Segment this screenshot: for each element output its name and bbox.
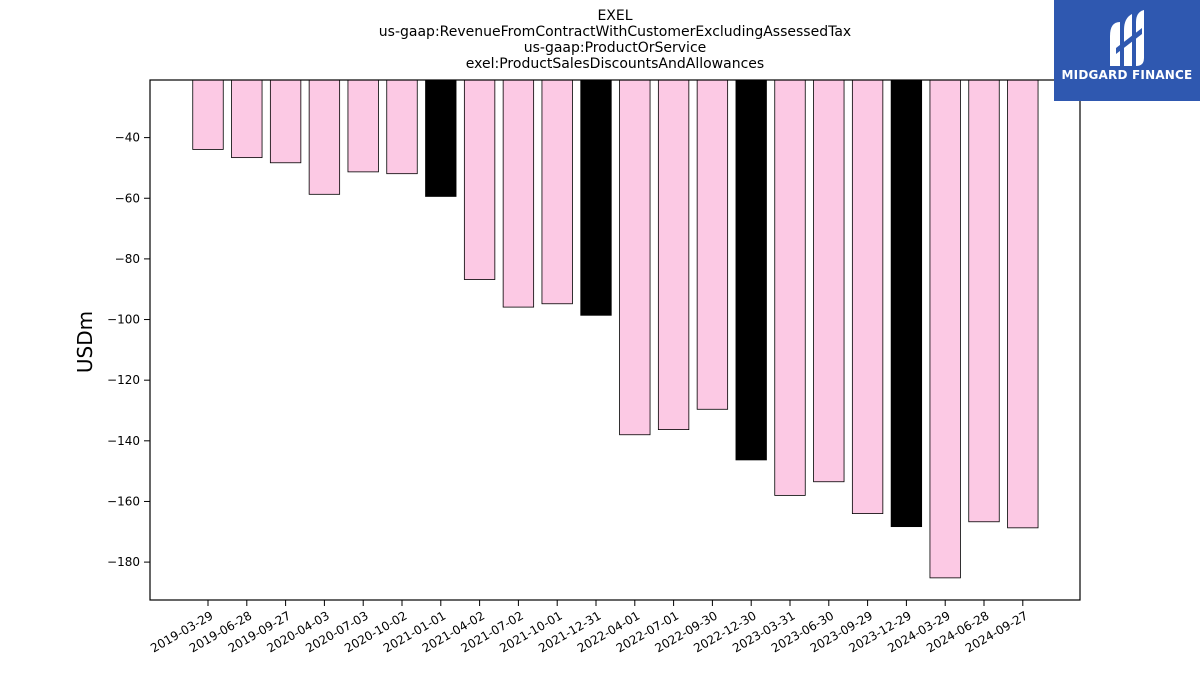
- bar-2021-10-01: [541, 79, 573, 305]
- bar-2021-12-31: [580, 79, 612, 316]
- y-tick-label: −180: [107, 555, 140, 569]
- bar-2021-01-01: [425, 79, 457, 197]
- y-axis-label: USDm: [73, 311, 97, 373]
- chart-title: EXEL us-gaap:RevenueFromContractWithCust…: [379, 8, 851, 72]
- y-tick-label: −120: [107, 373, 140, 387]
- y-tick-label: −160: [107, 494, 140, 508]
- bar-2022-07-01: [657, 79, 690, 430]
- bar-2023-06-30: [813, 79, 845, 483]
- y-tick-label: −80: [115, 252, 140, 266]
- bar-2023-09-29: [851, 79, 884, 514]
- y-tick-label: −100: [107, 313, 140, 327]
- bar-2021-04-02: [463, 79, 496, 280]
- y-tick-label: −60: [115, 191, 140, 205]
- bar-2024-03-29: [929, 79, 961, 579]
- bar-2022-12-30: [735, 79, 767, 461]
- bar-2023-03-31: [774, 79, 806, 496]
- title-line-1: EXEL: [597, 8, 632, 24]
- bar-2019-09-27: [269, 79, 302, 164]
- title-line-4: exel:ProductSalesDiscountsAndAllowances: [466, 56, 764, 72]
- bar-2020-04-03: [308, 79, 341, 195]
- bar-2022-04-01: [619, 79, 651, 436]
- bar-2023-12-29: [890, 79, 923, 528]
- bar-2019-06-28: [231, 79, 263, 159]
- midgard-logo-icon: [1110, 10, 1144, 66]
- bar-2020-07-03: [347, 79, 379, 173]
- bar-2024-06-28: [968, 79, 1000, 523]
- bars-group: [192, 79, 1039, 579]
- logo-text: MIDGARD FINANCE: [1061, 68, 1193, 82]
- midgard-finance-logo: MIDGARD FINANCE: [1054, 0, 1200, 101]
- x-axis: 2019-03-292019-06-282019-09-272020-04-03…: [148, 600, 1030, 655]
- y-tick-label: −40: [115, 131, 140, 145]
- y-tick-label: −140: [107, 434, 140, 448]
- title-line-3: us-gaap:ProductOrService: [524, 40, 707, 56]
- bar-2020-10-02: [386, 79, 418, 175]
- plot-frame: [149, 79, 1081, 601]
- bar-2022-09-30: [696, 79, 729, 410]
- bar-2024-09-27: [1007, 79, 1039, 529]
- bar-2019-03-29: [192, 79, 224, 150]
- y-axis: −40 −60 −80 −100 −120 −140 −160 −180: [107, 131, 150, 569]
- title-line-2: us-gaap:RevenueFromContractWithCustomerE…: [379, 24, 851, 40]
- bar-2021-07-02: [502, 79, 535, 308]
